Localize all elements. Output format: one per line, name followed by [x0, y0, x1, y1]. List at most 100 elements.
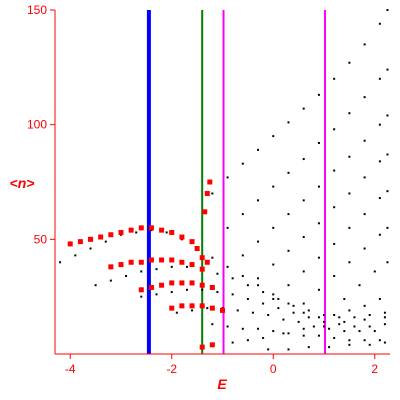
black-dot	[373, 270, 376, 273]
black-dot	[363, 247, 366, 250]
black-dot	[59, 261, 62, 264]
y-ticks: 50 100 150	[27, 3, 55, 246]
black-dot	[231, 277, 234, 280]
black-dot	[363, 139, 366, 142]
black-dot	[241, 162, 244, 165]
black-dot	[386, 9, 389, 11]
black-dot	[386, 226, 389, 229]
black-dot	[348, 112, 351, 115]
red-marker	[189, 239, 195, 245]
black-dot	[277, 307, 280, 310]
x-ticks: -4 -2 0 2	[65, 354, 378, 376]
black-dot	[333, 275, 336, 278]
black-dot	[317, 93, 320, 96]
black-dot	[363, 176, 366, 179]
x-tick-label: 2	[371, 362, 378, 376]
black-dot	[241, 327, 244, 330]
black-dot	[211, 192, 214, 195]
black-dot	[302, 327, 305, 330]
black-dot	[386, 190, 389, 193]
black-dot	[236, 309, 239, 312]
black-dot	[302, 199, 305, 202]
red-marker	[179, 259, 185, 265]
y-tick-label: 100	[27, 118, 47, 132]
black-dot	[287, 302, 290, 305]
black-dot	[363, 318, 366, 321]
black-dot	[378, 233, 381, 236]
red-marker	[159, 227, 165, 233]
black-dot	[328, 346, 331, 349]
black-dot	[363, 339, 366, 342]
red-marker	[148, 257, 154, 263]
black-dot	[267, 314, 270, 317]
black-dot	[317, 316, 320, 319]
red-marker	[199, 282, 205, 288]
black-dot	[348, 343, 351, 346]
black-dot	[272, 293, 275, 296]
black-dot	[185, 265, 188, 268]
black-dot	[333, 77, 336, 80]
black-dot	[348, 309, 351, 312]
black-dot	[378, 339, 381, 342]
black-dot	[348, 61, 351, 64]
red-marker	[169, 305, 175, 311]
black-dot	[317, 334, 320, 337]
red-marker	[98, 234, 104, 240]
y-axis-title: <n>	[10, 175, 35, 191]
red-marker	[189, 303, 195, 309]
black-dot	[348, 155, 351, 158]
black-dot	[302, 158, 305, 161]
black-dot	[170, 291, 173, 294]
red-marker	[202, 209, 208, 215]
black-dot	[246, 297, 249, 300]
red-marker	[128, 259, 134, 265]
black-dot	[378, 197, 381, 200]
black-dot	[287, 171, 290, 174]
red-marker	[67, 241, 73, 247]
black-dot	[262, 336, 265, 339]
black-dot	[383, 311, 386, 314]
black-dot	[383, 323, 386, 326]
black-dot	[363, 213, 366, 216]
black-dot	[302, 236, 305, 239]
black-dot	[170, 265, 173, 268]
red-marker	[179, 234, 185, 240]
red-marker	[108, 264, 114, 270]
black-dot	[287, 348, 290, 351]
red-marker	[169, 257, 175, 263]
red-marker	[88, 236, 94, 242]
black-dot	[378, 297, 381, 300]
black-dot	[216, 291, 219, 294]
black-dot	[216, 272, 219, 275]
black-dot	[333, 336, 336, 339]
black-dot	[333, 314, 336, 317]
x-tick-label: -2	[166, 362, 177, 376]
black-dot	[135, 231, 138, 234]
black-dot	[211, 323, 214, 326]
black-dot	[155, 268, 158, 271]
black-dot	[333, 169, 336, 172]
red-marker	[209, 305, 215, 311]
black-dot	[257, 148, 260, 151]
black-dot	[165, 231, 168, 234]
red-marker	[169, 229, 175, 235]
black-dot	[323, 314, 326, 317]
black-dot	[317, 256, 320, 259]
black-dot	[312, 325, 315, 328]
black-dot	[231, 341, 234, 344]
y-tick-label: 150	[27, 3, 47, 17]
black-dot	[386, 114, 389, 117]
black-dot	[343, 330, 346, 333]
black-dot	[383, 316, 386, 319]
black-dot	[358, 284, 361, 287]
black-dot	[287, 332, 290, 335]
black-dot	[74, 254, 77, 257]
x-tick-label: -4	[65, 362, 76, 376]
black-dot	[323, 320, 326, 323]
black-dot	[267, 348, 270, 351]
black-dot	[333, 128, 336, 131]
red-marker	[159, 282, 165, 288]
black-dot	[302, 334, 305, 337]
black-dot	[383, 341, 386, 344]
black-dot	[282, 332, 285, 335]
